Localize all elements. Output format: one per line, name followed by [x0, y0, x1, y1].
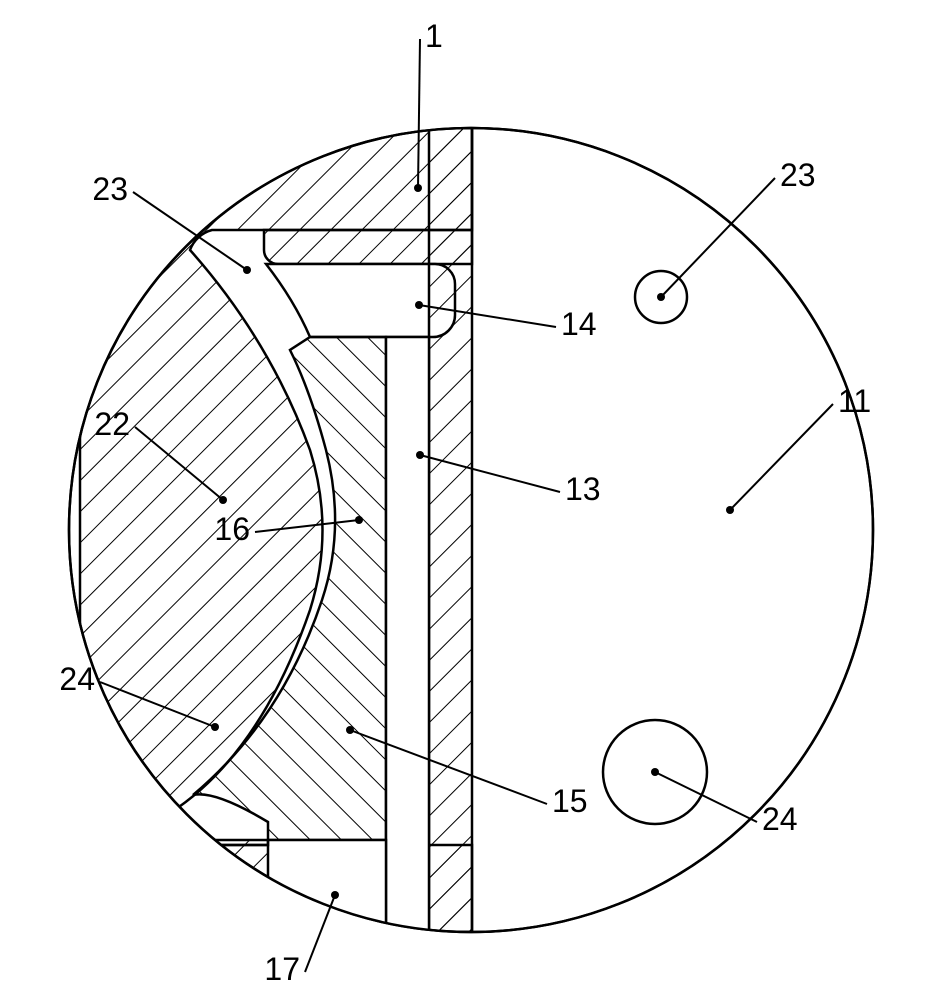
plain-strip-13	[386, 337, 429, 932]
label-24a: 24	[59, 661, 95, 697]
leader-dot-13	[416, 451, 424, 459]
label-13: 13	[565, 471, 601, 507]
leader-dot-24a	[211, 723, 219, 731]
leader-line-23b	[661, 178, 775, 297]
leader-dot-22	[219, 496, 227, 504]
label-23a: 23	[92, 171, 128, 207]
label-22: 22	[94, 406, 130, 442]
leader-dot-14	[415, 301, 423, 309]
technical-diagram: 1 23 23 22 14 11 16 13 24 15 24 17	[0, 0, 942, 1000]
bottom-fill	[268, 930, 429, 950]
leader-line-17	[305, 895, 335, 972]
label-11: 11	[838, 383, 871, 419]
bottom-left-step	[190, 840, 268, 845]
leader-dot-1	[414, 184, 422, 192]
leader-dot-23a	[243, 266, 251, 274]
label-23b: 23	[780, 157, 816, 193]
label-14: 14	[561, 306, 597, 342]
right-strip-hatched	[429, 128, 472, 932]
label-16: 16	[214, 511, 250, 547]
leader-dot-15	[346, 726, 354, 734]
leader-dot-16	[355, 516, 363, 524]
slot-14	[266, 264, 455, 337]
leader-dot-24b	[651, 768, 659, 776]
label-15: 15	[552, 783, 588, 819]
label-24b: 24	[762, 801, 798, 837]
leader-dot-11	[726, 506, 734, 514]
label-17: 17	[264, 951, 300, 987]
label-1: 1	[425, 18, 443, 54]
leader-line-11	[730, 404, 833, 510]
leader-dot-17	[331, 891, 339, 899]
leader-dot-23b	[657, 293, 665, 301]
